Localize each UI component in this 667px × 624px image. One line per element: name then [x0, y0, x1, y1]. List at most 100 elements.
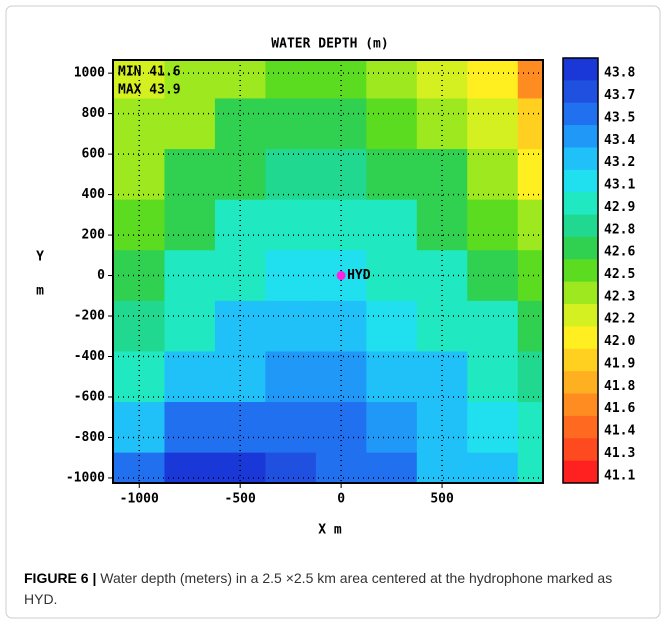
depth-cell — [164, 402, 216, 454]
depth-cell — [114, 60, 165, 99]
depth-cell — [467, 402, 519, 454]
depth-cell — [467, 351, 519, 403]
depth-cell — [517, 402, 543, 454]
depth-cell — [315, 98, 367, 150]
depth-cell — [214, 60, 266, 99]
depth-cell — [416, 98, 468, 150]
depth-cell — [366, 98, 418, 150]
y-label: Y — [36, 250, 44, 265]
marker — [336, 271, 346, 281]
colorbar-label: 41.4 — [604, 424, 635, 439]
depth-cell — [265, 60, 317, 99]
depth-cell — [265, 402, 317, 454]
depth-cell — [467, 149, 519, 201]
y-tick-label: 800 — [82, 106, 106, 121]
colorbar-label: 41.1 — [604, 468, 635, 483]
colorbar-band — [563, 371, 598, 395]
colorbar-label: 43.7 — [604, 88, 635, 103]
colorbar-band — [563, 326, 598, 350]
depth-cell — [114, 98, 165, 150]
colorbar-band — [563, 460, 598, 484]
depth-cell — [416, 300, 468, 352]
colorbar-label: 42.6 — [604, 245, 635, 260]
depth-cell — [366, 402, 418, 454]
depth-cell — [366, 250, 418, 302]
colorbar-label: 42.0 — [604, 334, 635, 349]
caption-label: FIGURE 6 | — [24, 570, 97, 586]
depth-cell — [416, 149, 468, 201]
depth-cell — [265, 98, 317, 150]
y-tick-label: -1000 — [66, 470, 105, 485]
x-tick-label: -500 — [225, 492, 256, 507]
colorbar-band — [563, 348, 598, 372]
depth-cell — [416, 452, 468, 483]
colorbar-band — [563, 80, 598, 104]
depth-cell — [467, 199, 519, 251]
depth-cell — [214, 351, 266, 403]
y-label: m — [36, 284, 44, 299]
depth-cell — [517, 351, 543, 403]
y-tick-label: 1000 — [74, 66, 105, 81]
depth-cell — [315, 149, 367, 201]
depth-cell — [517, 300, 543, 352]
depth-cell — [164, 199, 216, 251]
colorbar-band — [563, 125, 598, 148]
colorbar-label: 43.2 — [604, 155, 635, 170]
depth-cell — [467, 98, 519, 150]
y-tick-label: -600 — [74, 389, 105, 404]
colorbar-label: 42.5 — [604, 267, 635, 282]
depth-cell — [366, 60, 418, 99]
colorbar-label: 43.4 — [604, 133, 635, 148]
x-tick-label: 500 — [430, 492, 454, 507]
depth-cell — [517, 98, 543, 150]
depth-cell — [164, 149, 216, 201]
colorbar-band — [563, 169, 598, 193]
depth-cell — [467, 300, 519, 352]
depth-cell — [114, 300, 165, 352]
depth-cell — [517, 199, 543, 251]
depth-cell — [467, 452, 519, 483]
colorbar-band — [563, 147, 598, 171]
caption-text: Water depth (meters) in a 2.5 ×2.5 km ar… — [24, 570, 613, 607]
overlay: -1000 -500 0 500 1000 800 600 400 200 0 -200 -400 -6… — [66, 59, 544, 507]
colorbar-label: 41.6 — [604, 401, 635, 416]
depth-cell — [214, 149, 266, 201]
depth-cell — [315, 300, 367, 352]
y-tick-label: 0 — [97, 268, 105, 283]
y-tick-label: 600 — [82, 147, 106, 162]
depth-cell — [164, 60, 216, 99]
colorbar-frame — [562, 57, 599, 484]
depth-cell — [114, 452, 165, 483]
depth-cell — [366, 452, 418, 483]
colorbar-label: 42.8 — [604, 222, 635, 237]
colorbar-band — [563, 415, 598, 439]
depth-cell — [265, 199, 317, 251]
y-tick-label: -400 — [74, 349, 105, 364]
colorbar-label: 41.8 — [604, 379, 635, 394]
x-tick-label: 0 — [337, 492, 345, 507]
depth-cell — [416, 351, 468, 403]
annotation: MAX 43.9 — [118, 83, 181, 98]
colorbar-label: 43.1 — [604, 178, 635, 193]
depth-cell — [114, 149, 165, 201]
colorbar-label: 41.9 — [604, 356, 635, 371]
depth-cell — [214, 300, 266, 352]
depth-cell — [366, 300, 418, 352]
depth-cell — [315, 60, 367, 99]
depth-cell — [164, 250, 216, 302]
colorbar-band — [563, 304, 598, 327]
colorbar-band — [563, 192, 598, 216]
colorbar-band — [563, 214, 598, 238]
y-tick-label: 200 — [82, 228, 106, 243]
x-tick-label: -1000 — [120, 492, 159, 507]
colorbar-band — [563, 438, 598, 462]
figure-border — [5, 5, 661, 619]
depth-cell — [164, 98, 216, 150]
colorbar-band — [563, 236, 598, 260]
depth-cell — [416, 60, 468, 99]
depth-cell — [114, 351, 165, 403]
y-tick-label: -200 — [74, 309, 105, 324]
colorbar-label: 43.8 — [604, 66, 635, 81]
